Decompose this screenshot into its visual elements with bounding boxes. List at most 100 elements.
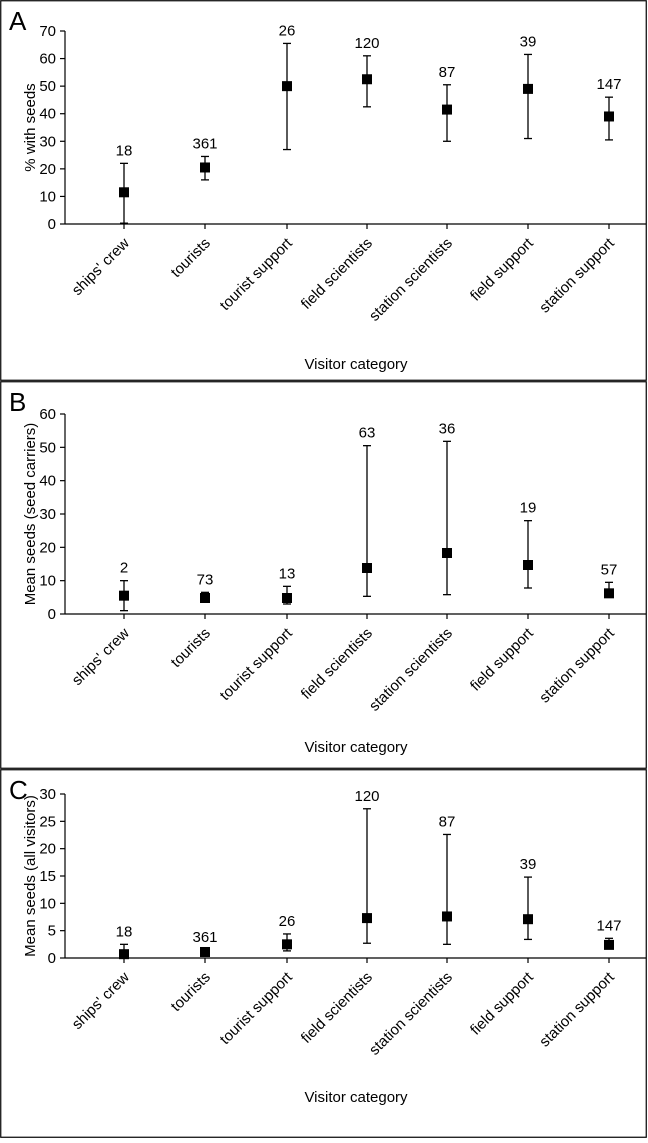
data-point xyxy=(200,946,210,957)
x-tick-label: tourist support xyxy=(217,968,297,1048)
x-tick-label: tourists xyxy=(168,235,214,281)
x-tick-label: field support xyxy=(467,624,537,694)
sample-size-label: 26 xyxy=(279,22,296,39)
sample-size-label: 2 xyxy=(120,560,128,577)
data-point xyxy=(604,111,614,122)
data-point xyxy=(282,81,292,92)
y-tick-label: 40 xyxy=(39,473,56,490)
x-tick-label: field scientists xyxy=(298,625,376,703)
y-tick-label: 10 xyxy=(39,895,56,912)
x-tick-label: tourists xyxy=(168,969,214,1015)
data-point xyxy=(200,593,210,603)
y-tick-label: 50 xyxy=(39,78,56,95)
panel-label: A xyxy=(9,6,27,36)
data-point xyxy=(442,548,452,558)
y-tick-label: 5 xyxy=(48,923,56,940)
y-tick-label: 40 xyxy=(39,106,56,123)
x-tick-label: station scientists xyxy=(366,969,456,1059)
y-tick-label: 10 xyxy=(39,573,56,590)
data-point xyxy=(604,588,614,599)
sample-size-label: 39 xyxy=(520,33,537,50)
x-tick-label: station support xyxy=(536,624,618,706)
sample-size-label: 120 xyxy=(354,35,379,52)
x-tick-label: ships' crew xyxy=(69,235,133,299)
sample-size-label: 87 xyxy=(439,813,456,830)
data-point xyxy=(523,560,533,570)
x-tick-label: field scientists xyxy=(298,235,376,313)
x-tick-label: station scientists xyxy=(366,625,456,715)
y-axis-title: Mean seeds (all visitors) xyxy=(22,795,39,957)
sample-size-label: 39 xyxy=(520,856,537,873)
data-point xyxy=(523,83,533,94)
x-tick-label: field support xyxy=(467,968,537,1038)
y-tick-label: 30 xyxy=(39,786,56,803)
x-axis-title: Visitor category xyxy=(304,739,408,756)
data-point xyxy=(200,162,210,173)
data-point xyxy=(604,939,614,950)
sample-size-label: 18 xyxy=(116,142,133,159)
data-point xyxy=(442,911,452,922)
sample-size-label: 26 xyxy=(279,913,296,930)
y-tick-label: 0 xyxy=(48,950,56,967)
data-point xyxy=(442,104,452,115)
chart-panel-a: A 0 10 20 30 40 50 60 70 % with seeds ships' crew t… xyxy=(0,0,647,381)
sample-size-label: 147 xyxy=(596,917,621,934)
panel-label: C xyxy=(9,775,28,805)
sample-size-label: 19 xyxy=(520,500,537,517)
sample-size-label: 18 xyxy=(116,923,133,940)
x-tick-label: field scientists xyxy=(298,969,376,1047)
data-point xyxy=(282,939,292,950)
sample-size-label: 361 xyxy=(192,929,217,946)
data-point xyxy=(362,563,372,573)
data-point xyxy=(282,593,292,603)
x-tick-label: station support xyxy=(536,968,618,1050)
data-point xyxy=(119,949,129,960)
y-tick-label: 60 xyxy=(39,406,56,423)
x-tick-label: station support xyxy=(536,234,618,316)
sample-size-label: 73 xyxy=(197,571,214,588)
x-axis-title: Visitor category xyxy=(304,1089,408,1106)
data-point xyxy=(119,590,129,601)
sample-size-label: 63 xyxy=(359,425,376,442)
data-point xyxy=(119,187,129,198)
data-point xyxy=(523,914,533,925)
y-tick-label: 60 xyxy=(39,51,56,68)
sample-size-label: 57 xyxy=(601,561,618,578)
y-tick-label: 0 xyxy=(48,606,56,623)
panel-frame xyxy=(0,769,647,1138)
y-tick-label: 30 xyxy=(39,506,56,523)
x-tick-label: field support xyxy=(467,234,537,304)
x-axis-title: Visitor category xyxy=(304,356,408,373)
x-tick-label: ships' crew xyxy=(69,969,133,1033)
y-axis-title: Mean seeds (seed carriers) xyxy=(22,423,39,606)
data-point xyxy=(362,74,372,85)
x-tick-label: tourists xyxy=(168,625,214,671)
data-point xyxy=(362,913,372,924)
sample-size-label: 36 xyxy=(439,420,456,437)
y-tick-label: 20 xyxy=(39,841,56,858)
y-tick-label: 70 xyxy=(39,23,56,40)
y-tick-label: 30 xyxy=(39,133,56,150)
x-tick-label: station scientists xyxy=(366,235,456,325)
x-tick-label: ships' crew xyxy=(69,625,133,689)
sample-size-label: 361 xyxy=(192,135,217,152)
sample-size-label: 147 xyxy=(596,76,621,93)
y-tick-label: 50 xyxy=(39,439,56,456)
y-tick-label: 15 xyxy=(39,868,56,885)
panel-frame xyxy=(0,0,647,381)
sample-size-label: 87 xyxy=(439,64,456,81)
y-axis-title: % with seeds xyxy=(22,83,39,171)
panel-frame xyxy=(0,381,647,769)
sample-size-label: 13 xyxy=(279,565,296,582)
panel-label: B xyxy=(9,387,26,417)
x-tick-label: tourist support xyxy=(217,234,297,314)
y-tick-label: 10 xyxy=(39,188,56,205)
x-tick-label: tourist support xyxy=(217,624,297,704)
y-tick-label: 0 xyxy=(48,216,56,233)
y-tick-label: 25 xyxy=(39,813,56,830)
y-tick-label: 20 xyxy=(39,539,56,556)
